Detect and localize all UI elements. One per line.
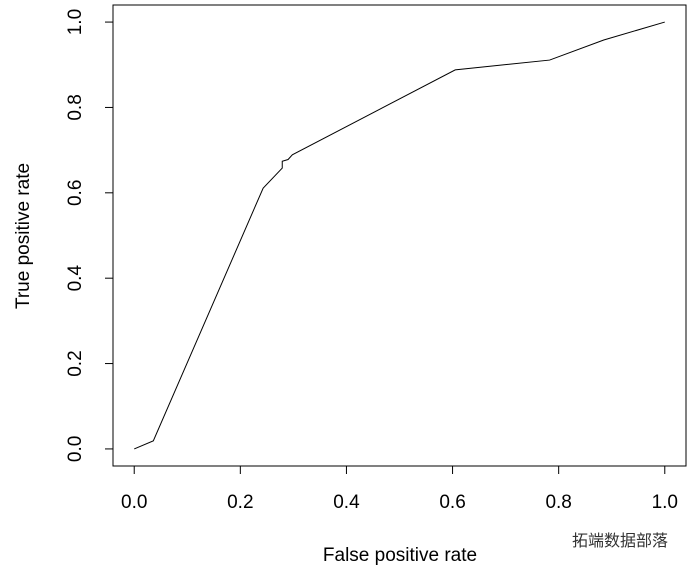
x-tick-label: 0.6 [439, 492, 465, 513]
y-tick-label: 0.4 [65, 265, 86, 292]
roc-line [134, 21, 665, 450]
y-tick-label: 0.8 [65, 94, 86, 120]
x-tick-label: 0.8 [545, 492, 571, 513]
x-tick-label: 0.4 [333, 492, 360, 513]
x-tick-label: 0.2 [227, 492, 253, 513]
y-tick-label: 0.0 [65, 436, 86, 462]
watermark: 拓端数据部落 [572, 532, 668, 550]
x-tick-label: 0.0 [121, 492, 147, 513]
y-tick-label: 1.0 [65, 9, 86, 35]
y-axis-label: True positive rate [13, 163, 34, 309]
x-axis-label: False positive rate [323, 545, 477, 566]
y-tick-label: 0.6 [65, 180, 86, 206]
y-tick-label: 0.2 [65, 350, 86, 376]
x-tick-label: 1.0 [652, 492, 678, 513]
plot-frame [112, 4, 687, 467]
